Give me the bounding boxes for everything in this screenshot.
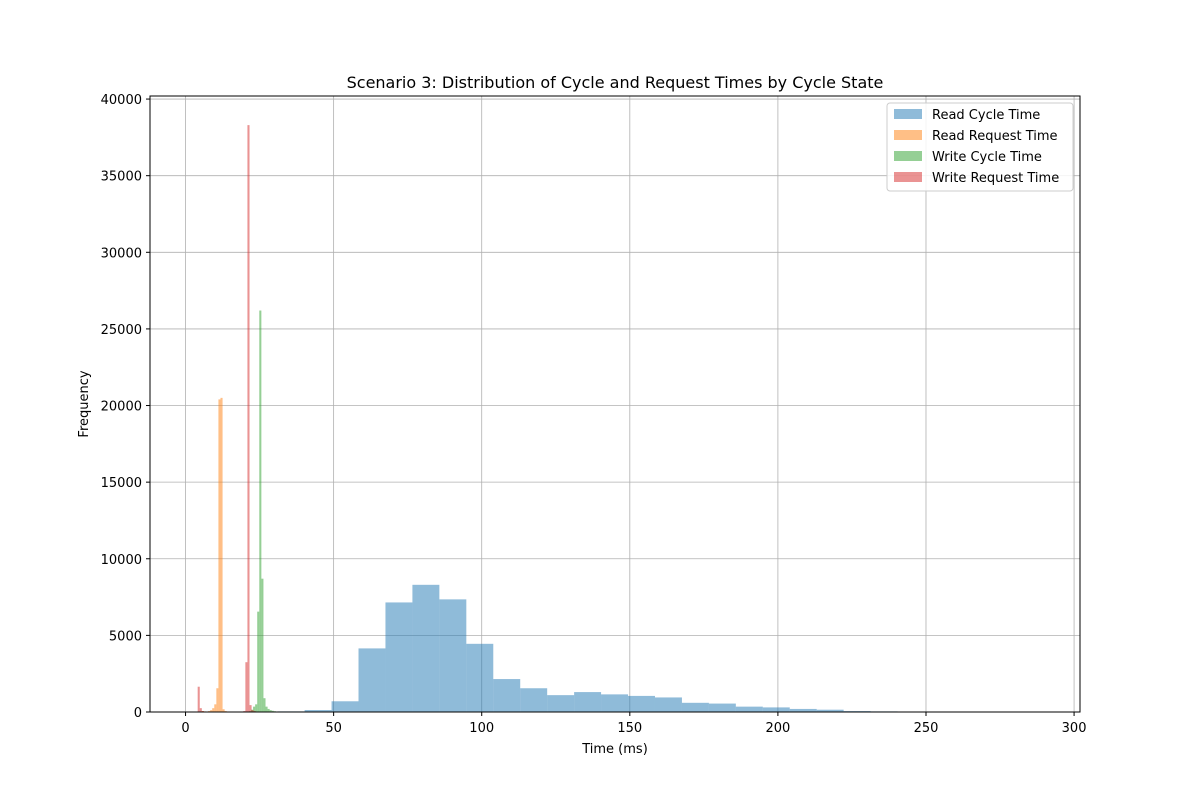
histogram-bar: [816, 709, 844, 712]
x-tick-label: 100: [469, 721, 494, 736]
y-tick-label: 25000: [101, 323, 142, 338]
histogram-bar: [269, 710, 272, 712]
histogram-bar: [212, 708, 215, 712]
histogram-bar: [199, 708, 202, 712]
x-tick-label: 0: [181, 721, 189, 736]
chart-title: Scenario 3: Distribution of Cycle and Re…: [347, 73, 884, 92]
x-tick-label: 150: [617, 721, 642, 736]
y-tick-label: 40000: [101, 93, 142, 108]
y-tick-label: 30000: [101, 246, 142, 261]
histogram-bars: [197, 125, 1060, 712]
y-axis-label: Frequency: [77, 370, 92, 437]
histogram-bar: [247, 125, 250, 712]
series-write-cycle-time: [248, 310, 283, 712]
histogram-bar: [628, 695, 655, 712]
legend-label: Write Request Time: [932, 171, 1059, 186]
histogram-bar: [265, 706, 268, 712]
histogram-bar: [358, 648, 386, 712]
histogram-bar: [331, 701, 359, 712]
histogram-bar: [493, 679, 521, 712]
histogram-bar: [708, 703, 736, 712]
y-tick-label: 10000: [101, 553, 142, 568]
histogram-bar: [220, 397, 223, 712]
histogram-bar: [601, 694, 629, 712]
histogram-bar: [255, 704, 258, 712]
histogram-bar: [214, 704, 217, 712]
histogram-bar: [520, 688, 548, 712]
histogram-bar: [735, 706, 763, 712]
histogram-bar: [210, 710, 213, 712]
series-read-cycle-time: [250, 584, 1060, 712]
histogram-bar: [249, 705, 252, 712]
histogram-bar: [218, 399, 221, 712]
axis-ticks: 0 50 100 150 200 250 300 0 5000 10000 15000 20000 25…: [101, 93, 1087, 736]
histogram-bar: [263, 698, 266, 712]
legend-label: Write Cycle Time: [932, 150, 1042, 165]
histogram-bar: [681, 702, 709, 712]
legend-label: Read Cycle Time: [932, 108, 1040, 123]
histogram-bar: [466, 643, 494, 712]
legend-swatch: [894, 172, 922, 182]
y-tick-label: 15000: [101, 476, 142, 491]
legend-swatch: [894, 151, 922, 161]
histogram-bar: [251, 710, 254, 712]
histogram-bar: [574, 692, 602, 712]
x-tick-label: 200: [765, 721, 790, 736]
legend-swatch: [894, 130, 922, 140]
histogram-bar: [259, 310, 262, 712]
plot-frame: [149, 95, 1081, 713]
y-tick-label: 20000: [101, 400, 142, 415]
y-tick-label: 35000: [101, 170, 142, 185]
histogram-bar: [245, 662, 248, 712]
y-tick-label: 5000: [109, 629, 142, 644]
histogram-bar: [271, 710, 274, 712]
histogram-bar: [654, 697, 682, 712]
histogram-bar: [222, 709, 225, 712]
histogram-bar: [304, 710, 332, 712]
legend-swatch: [894, 109, 922, 119]
histogram-bar: [253, 706, 256, 712]
x-axis-label: Time (ms): [581, 742, 648, 757]
histogram-bar: [547, 695, 575, 712]
x-tick-label: 300: [1062, 721, 1087, 736]
legend-box: [886, 102, 1074, 192]
histogram-bar: [216, 688, 219, 712]
histogram-bar: [385, 602, 413, 712]
histogram-bar: [412, 584, 440, 712]
histogram-bar: [762, 707, 790, 712]
x-tick-label: 250: [914, 721, 939, 736]
histogram-bar: [439, 599, 467, 712]
y-tick-label: 0: [134, 706, 142, 721]
legend-label: Read Request Time: [932, 129, 1058, 144]
x-tick-label: 50: [325, 721, 342, 736]
histogram-bar: [789, 708, 817, 712]
histogram-bar: [257, 611, 260, 712]
histogram-bar: [197, 686, 200, 712]
histogram-bar: [267, 708, 270, 712]
legend: Read Cycle Time Read Request Time Write Cy…: [886, 102, 1074, 192]
histogram-bar: [261, 578, 264, 712]
